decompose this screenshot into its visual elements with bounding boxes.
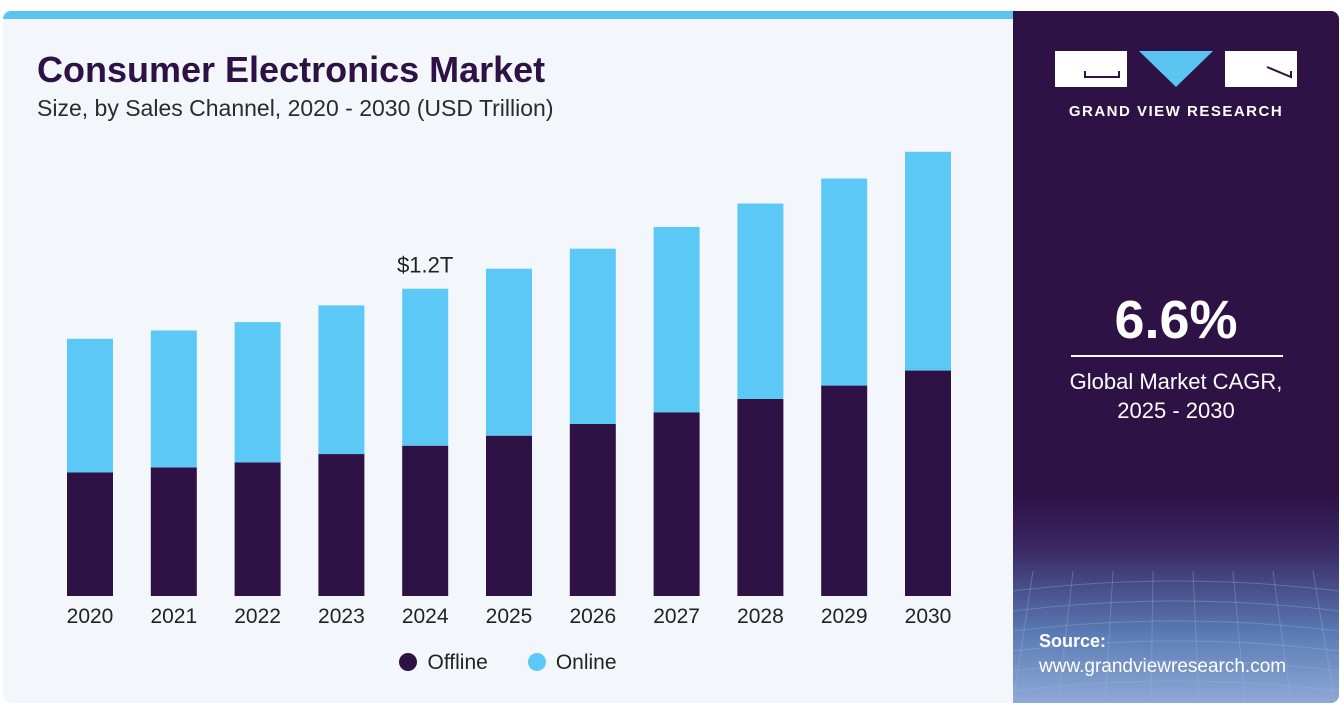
- cagr-label: Global Market CAGR, 2025 - 2030: [1013, 367, 1339, 425]
- info-sidebar: GRAND VIEW RESEARCH 6.6% Global Market C…: [1013, 11, 1339, 703]
- decorative-grid: [1013, 571, 1339, 703]
- legend-label-online: Online: [555, 651, 617, 674]
- accent-bar: [3, 11, 1013, 19]
- legend-item-offline: Offline: [399, 651, 488, 675]
- cagr-label-line2: 2025 - 2030: [1117, 398, 1235, 423]
- bar-offline-2027: [653, 412, 700, 596]
- legend-label-offline: Offline: [427, 651, 488, 674]
- bar-offline-2026: [569, 423, 616, 596]
- chart-legend: Offline Online: [3, 651, 1013, 675]
- bar-offline-2022: [234, 462, 281, 596]
- bar-offline-2024: [402, 445, 449, 596]
- bar-online-2020: [67, 338, 113, 473]
- cagr-value: 6.6%: [1114, 290, 1238, 350]
- brand-name: GRAND VIEW RESEARCH: [1068, 103, 1284, 120]
- bar-online-2029: [821, 178, 868, 386]
- chart-subtitle: Size, by Sales Channel, 2020 - 2030 (USD…: [37, 95, 554, 121]
- bar-online-2021: [150, 330, 197, 468]
- bar-offline-2028: [737, 398, 784, 596]
- legend-swatch-offline: [399, 653, 418, 671]
- x-tick-label-2030: 2030: [905, 605, 952, 628]
- bar-online-2023: [318, 305, 365, 455]
- cagr-label-line1: Global Market CAGR,: [1069, 369, 1283, 394]
- x-tick-label-2026: 2026: [569, 605, 616, 628]
- bar-online-2026: [569, 248, 616, 424]
- bar-offline-2029: [821, 385, 868, 596]
- legend-item-online: Online: [527, 651, 617, 675]
- x-tick-label-2021: 2021: [150, 605, 197, 628]
- infographic-card: Consumer Electronics Market Size, by Sal…: [3, 11, 1339, 703]
- chart-title: Consumer Electronics Market: [37, 49, 546, 90]
- x-tick-label-2027: 2027: [653, 605, 700, 628]
- bar-offline-2021: [150, 467, 197, 596]
- bar-offline-2025: [486, 435, 532, 596]
- bar-offline-2020: [67, 472, 113, 596]
- cagr-divider: [1071, 355, 1283, 357]
- x-tick-label-2025: 2025: [486, 605, 533, 628]
- bar-online-2024: [402, 288, 449, 446]
- grand-view-research-logo: [1055, 51, 1297, 87]
- bar-offline-2023: [318, 454, 365, 596]
- x-tick-label-2023: 2023: [318, 605, 365, 628]
- bar-online-2022: [234, 322, 281, 463]
- bar-online-2025: [486, 268, 532, 436]
- source-label: Source:: [1039, 631, 1107, 651]
- stacked-bar-chart: 2020 2021 2022 2023 2024 $1.2T 2025 2026 2027 202…: [67, 151, 952, 628]
- x-tick-label-2029: 2029: [821, 605, 868, 628]
- x-tick-label-2028: 2028: [737, 605, 784, 628]
- bar-online-2028: [737, 203, 784, 399]
- source-link[interactable]: www.grandviewresearch.com: [1039, 656, 1287, 677]
- bar-offline-2030: [905, 370, 951, 596]
- x-tick-label-2020: 2020: [67, 605, 114, 628]
- bar-online-2030: [905, 151, 951, 371]
- data-label-2024: $1.2T: [397, 253, 453, 278]
- x-tick-label-2022: 2022: [234, 605, 281, 628]
- x-tick-label-2024: 2024: [402, 605, 449, 628]
- bar-online-2027: [653, 226, 700, 413]
- legend-swatch-online: [527, 653, 546, 671]
- chart-panel: Consumer Electronics Market Size, by Sal…: [3, 11, 1013, 703]
